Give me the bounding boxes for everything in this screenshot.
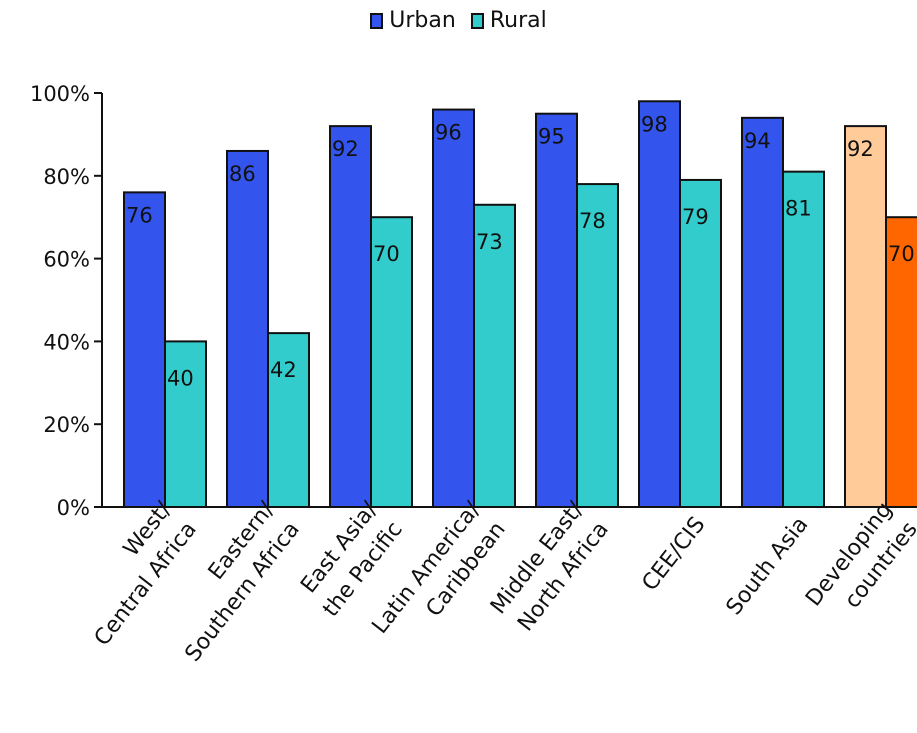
y-tick-label: 0% xyxy=(57,496,90,520)
bar-rural xyxy=(576,183,619,509)
bar-rural xyxy=(164,340,207,508)
data-label-rural: 79 xyxy=(682,205,709,229)
bar-rural xyxy=(370,216,413,508)
bar-rural xyxy=(267,332,310,508)
x-tick-label-line: CEE/CIS xyxy=(638,512,711,595)
x-tick-label-line: South Asia xyxy=(722,512,814,620)
data-label-rural: 73 xyxy=(476,230,503,254)
data-label-urban: 76 xyxy=(126,203,153,227)
data-label-urban: 92 xyxy=(847,137,874,161)
legend-label-rural: Rural xyxy=(489,8,547,33)
bar-urban xyxy=(741,116,784,508)
bar-urban xyxy=(638,100,681,508)
data-label-urban: 95 xyxy=(538,125,565,149)
data-label-urban: 96 xyxy=(435,121,462,145)
bar-rural xyxy=(885,216,917,508)
bar-urban xyxy=(226,149,269,509)
legend-item-rural: Rural xyxy=(470,8,547,33)
x-tick-label: Middle East/North Africa xyxy=(486,497,614,636)
bar-rural xyxy=(782,170,825,508)
data-label-urban: 86 xyxy=(229,162,256,186)
data-label-urban: 98 xyxy=(641,112,668,136)
bar-rural xyxy=(473,203,516,508)
bar-urban xyxy=(844,125,887,509)
bar-urban xyxy=(123,191,166,509)
legend: Urban Rural xyxy=(0,8,917,35)
x-tick-label: CEE/CIS xyxy=(638,512,711,595)
x-tick-label: West/Central Africa xyxy=(90,497,202,651)
y-tick-label: 60% xyxy=(43,248,90,272)
x-tick-label: South Asia xyxy=(722,512,814,620)
bar-rural xyxy=(679,178,722,508)
legend-item-urban: Urban xyxy=(370,8,456,33)
legend-swatch-rural xyxy=(470,12,484,29)
data-label-rural: 40 xyxy=(167,366,194,390)
bar-urban xyxy=(535,112,578,508)
data-label-rural: 78 xyxy=(579,209,606,233)
legend-swatch-urban xyxy=(370,12,384,29)
y-tick-label: 80% xyxy=(43,165,90,189)
data-label-rural: 70 xyxy=(888,242,915,266)
y-tick-label: 40% xyxy=(43,330,90,354)
data-label-urban: 94 xyxy=(744,129,771,153)
legend-label-urban: Urban xyxy=(389,8,456,33)
y-tick-label: 20% xyxy=(43,413,90,437)
data-label-rural: 70 xyxy=(373,242,400,266)
data-label-rural: 81 xyxy=(785,197,812,221)
data-label-urban: 92 xyxy=(332,137,359,161)
data-label-rural: 42 xyxy=(270,358,297,382)
y-tick-label: 100% xyxy=(30,82,90,106)
bar-urban xyxy=(329,125,372,509)
bar-urban xyxy=(432,108,475,508)
